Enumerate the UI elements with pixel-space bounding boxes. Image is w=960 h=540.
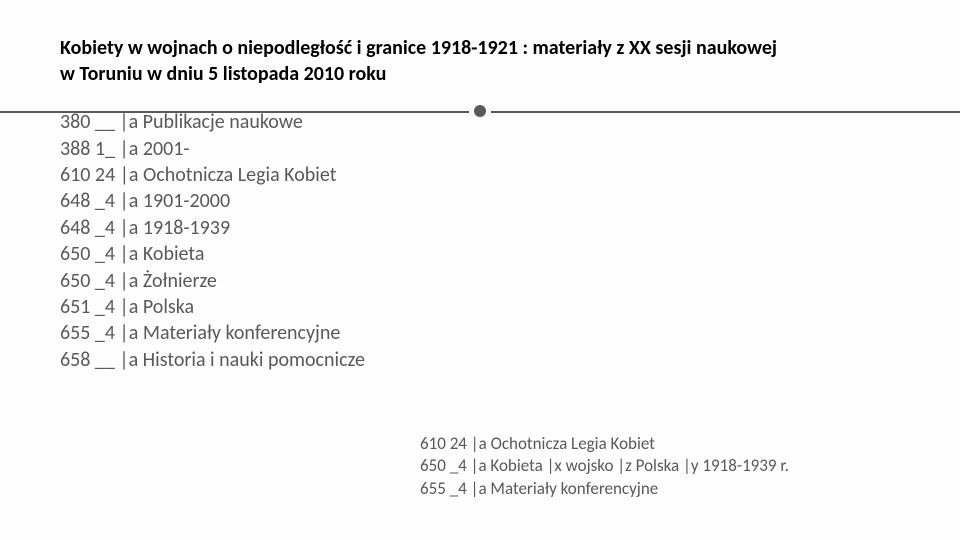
slide: Kobiety w wojnach o niepodległość i gran… — [0, 0, 960, 540]
body-line: 648 _4 |a 1901-2000 — [60, 188, 904, 214]
footer-block: 610 24 |a Ochotnicza Legia Kobiet 650 _4… — [420, 433, 920, 500]
title-line-1: Kobiety w wojnach o niepodległość i gran… — [60, 36, 904, 62]
title-line-2: w Toruniu w dniu 5 listopada 2010 roku — [60, 62, 904, 88]
title-block: Kobiety w wojnach o niepodległość i gran… — [60, 36, 904, 87]
body-line: 655 _4 |a Materiały konferencyjne — [60, 320, 904, 346]
body-line: 650 _4 |a Kobieta — [60, 241, 904, 267]
divider-line-left — [0, 111, 469, 113]
divider-line-right — [491, 111, 960, 113]
footer-line: 655 _4 |a Materiały konferencyjne — [420, 478, 920, 500]
footer-line: 610 24 |a Ochotnicza Legia Kobiet — [420, 433, 920, 455]
body-line: 651 _4 |a Polska — [60, 294, 904, 320]
body-line: 650 _4 |a Żołnierze — [60, 268, 904, 294]
body-line: 648 _4 |a 1918-1939 — [60, 215, 904, 241]
footer-line: 650 _4 |a Kobieta |x wojsko |z Polska |y… — [420, 455, 920, 477]
body-line: 610 24 |a Ochotnicza Legia Kobiet — [60, 162, 904, 188]
body-line: 658 __ |a Historia i nauki pomocnicze — [60, 347, 904, 373]
body-line: 388 1_ |a 2001- — [60, 136, 904, 162]
body-block: 380 __ |a Publikacje naukowe 388 1_ |a 2… — [60, 109, 904, 373]
divider-dot — [474, 105, 486, 117]
